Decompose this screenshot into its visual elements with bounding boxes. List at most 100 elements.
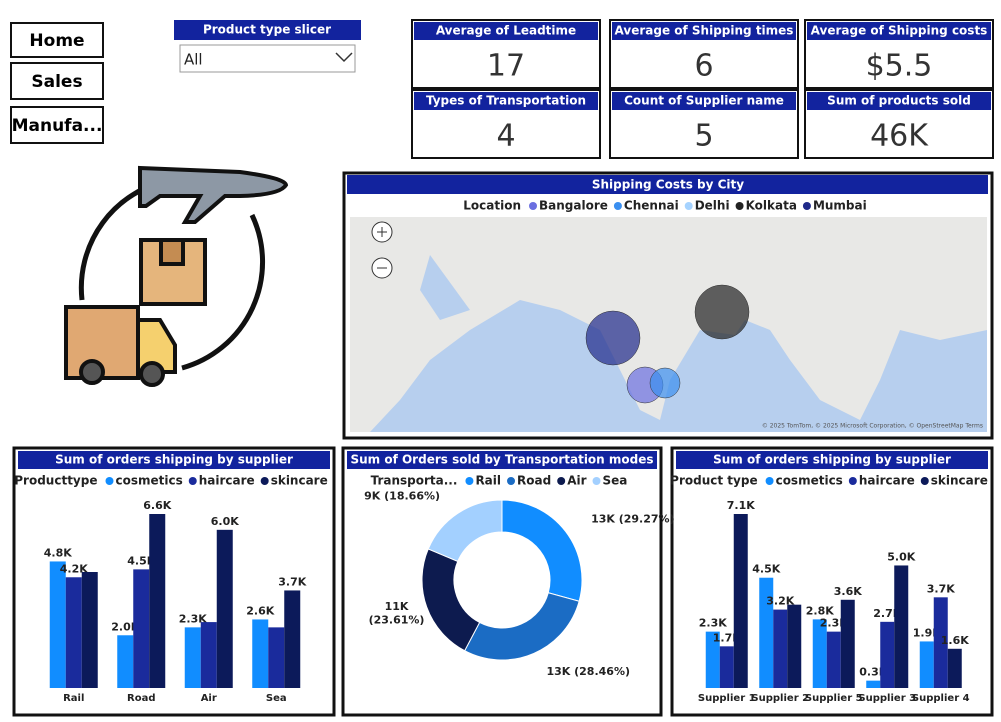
bar [880, 621, 895, 688]
legend-label: Bangalore [539, 199, 608, 213]
x-tick-label: Road [127, 693, 155, 704]
bar [773, 609, 788, 688]
legend: Producttype cosmetics haircare skincare [14, 474, 327, 488]
data-label: 6.6K [143, 499, 171, 512]
card-header [414, 22, 598, 40]
donut-slice [427, 499, 503, 563]
box [139, 238, 207, 306]
data-label: 11K (23.61%) [369, 600, 425, 626]
legend-label: Rail [475, 474, 501, 488]
card-title: Sum of products sold [827, 94, 971, 108]
map-area[interactable]: © 2025 TomTom, © 2025 Microsoft Corporat… [350, 217, 987, 432]
data-label-line: (23.61%) [369, 613, 425, 626]
nav-label[interactable]: Manufa... [12, 116, 103, 136]
data-label: 2.0K [111, 620, 139, 633]
data-label: 2.8K [806, 604, 834, 617]
bar [759, 577, 774, 688]
card-title: Average of Shipping costs [811, 24, 988, 38]
nav-button[interactable] [10, 106, 104, 144]
legend-marker [592, 477, 601, 485]
card-value: 17 [487, 49, 525, 84]
bar [149, 514, 166, 688]
x-tick-label: Supplier 5 [805, 693, 863, 704]
legend-label: skincare [931, 474, 988, 488]
data-label: 5.0K [887, 550, 915, 563]
legend-marker [684, 202, 693, 210]
bar [866, 680, 881, 688]
nav-button[interactable] [10, 62, 104, 100]
data-label: 2.6K [246, 604, 274, 617]
chart-title: Sum of orders shipping by supplier [713, 453, 951, 467]
wheel [139, 361, 165, 387]
card-header [612, 22, 796, 40]
legend-title: Producttype [14, 474, 97, 488]
nav-label[interactable]: Sales [31, 72, 82, 92]
legend-label: cosmetics [776, 474, 843, 488]
bar [933, 597, 948, 688]
box-tape [159, 238, 185, 266]
card-header [414, 92, 598, 110]
bar [268, 627, 285, 688]
slicer-value[interactable]: All [184, 51, 203, 69]
slicer-title: Product type slicer [203, 23, 331, 37]
bar [252, 619, 269, 688]
plane [138, 165, 289, 224]
data-label: 2.3K [179, 612, 207, 625]
legend-label: skincare [271, 474, 328, 488]
bar [733, 514, 748, 688]
data-label: 3.7K [278, 575, 306, 588]
legend: Product type cosmetics haircare skincare [670, 474, 988, 488]
nav-button[interactable] [10, 22, 104, 58]
data-label: 6.0K [211, 515, 239, 528]
bar [919, 641, 934, 688]
legend-label: haircare [199, 474, 255, 488]
legend-marker [529, 202, 538, 210]
legend-marker [920, 477, 929, 485]
legend-title: Location [463, 199, 521, 213]
card-title: Count of Supplier name [624, 94, 784, 108]
legend-marker [105, 477, 114, 485]
legend-marker [188, 477, 197, 485]
nav-label[interactable]: Home [29, 31, 84, 51]
legend-marker [260, 477, 269, 485]
donut-slice [463, 592, 580, 661]
x-tick-label: Sea [266, 693, 287, 704]
x-tick-label: Air [201, 693, 217, 704]
truck-cab [136, 318, 177, 374]
chart-panel [341, 446, 663, 717]
legend-marker [557, 477, 566, 485]
zoom-in-icon [377, 227, 387, 237]
chart-title: Sum of orders shipping by supplier [55, 453, 293, 467]
city-bubble [649, 367, 681, 399]
legend: Location Bangalore Chennai Delhi Kolkata Mumb… [463, 199, 866, 213]
bar [65, 577, 82, 688]
logo-arc [181, 213, 265, 371]
map-header [347, 175, 988, 194]
data-label: 2.3K [699, 617, 727, 630]
legend-label: Chennai [624, 199, 679, 213]
dropdown-chevron [335, 52, 353, 63]
legend-title: Transporta... [371, 474, 458, 488]
legend-label: Sea [603, 474, 628, 488]
slicer-dropdown[interactable] [179, 44, 356, 73]
city-bubble [585, 310, 641, 366]
bar [894, 565, 909, 688]
card-title: Average of Shipping times [615, 24, 794, 38]
legend-marker [765, 477, 774, 485]
legend-label: Mumbai [813, 199, 867, 213]
map-title: Shipping Costs by City [592, 178, 744, 192]
legend-marker [465, 477, 474, 485]
data-label: 7.1K [727, 499, 755, 512]
card-header [807, 92, 991, 110]
card-value: 46K [870, 119, 929, 154]
chart-title: Sum of Orders sold by Transportation mod… [350, 453, 653, 467]
slicer-header [174, 20, 361, 40]
legend-label: cosmetics [115, 474, 182, 488]
bar [284, 590, 301, 688]
bar [49, 561, 66, 688]
x-tick-label: Supplier 4 [912, 693, 970, 704]
card-value: $5.5 [866, 49, 933, 84]
map-attribution: © 2025 TomTom, © 2025 Microsoft Corporat… [762, 423, 983, 430]
bar [200, 622, 217, 688]
